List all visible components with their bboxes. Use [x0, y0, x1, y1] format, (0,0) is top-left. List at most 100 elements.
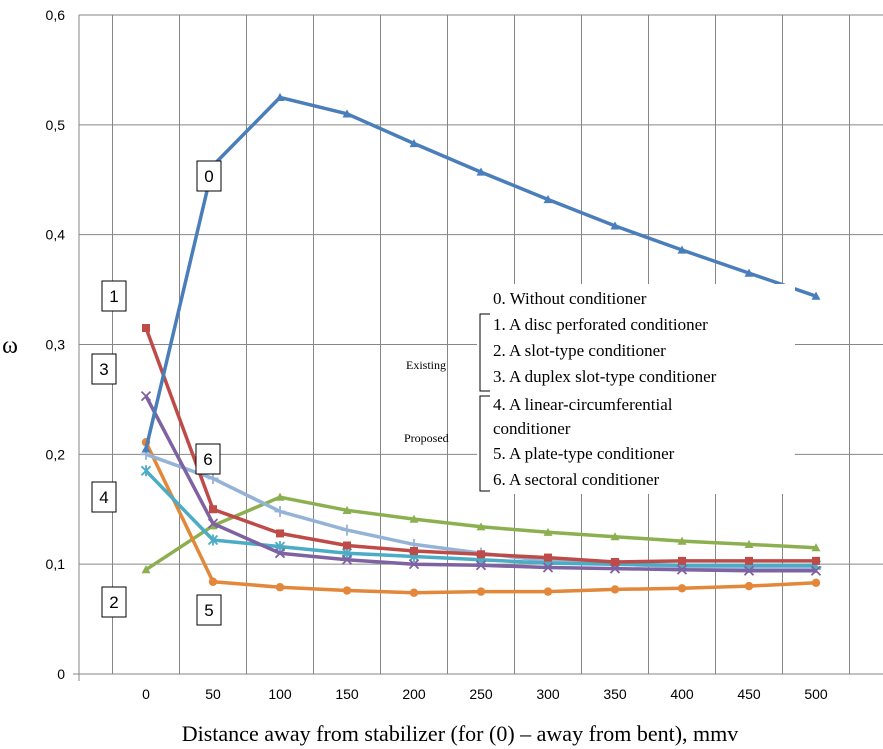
data-point	[207, 518, 219, 529]
data-point	[678, 556, 686, 565]
data-point	[476, 522, 486, 531]
data-point	[410, 546, 418, 555]
data-point	[207, 472, 219, 484]
data-point	[207, 534, 219, 546]
callout-box	[101, 586, 127, 618]
x-tick-label: 100	[268, 686, 292, 702]
data-point	[811, 578, 821, 588]
data-point	[811, 543, 821, 552]
data-point	[542, 562, 554, 573]
data-point	[543, 587, 553, 596]
callout-box	[101, 280, 127, 312]
data-point	[677, 245, 687, 254]
callout-label: 2	[109, 593, 118, 612]
y-tick-label: 0,2	[46, 446, 66, 462]
legend-group-proposed: Proposed	[404, 431, 449, 445]
data-point	[342, 505, 352, 514]
x-tick-label: 150	[335, 686, 359, 702]
data-point	[676, 564, 688, 575]
y-tick-labels: 0 0,1 0,2 0,3 0,4 0,5 0,6	[46, 7, 66, 682]
callout-box	[195, 443, 221, 475]
legend-line: 2. A slot-type conditioner	[493, 341, 666, 360]
legend-bracket-existing	[479, 313, 490, 392]
legend-line: 5. A plate-type conditioner	[493, 444, 675, 463]
legend-line: 0. Without conditioner	[493, 289, 647, 308]
x-tick-label: 250	[469, 686, 493, 702]
data-point	[543, 527, 553, 536]
data-point	[475, 560, 487, 571]
x-tick-label: 0	[142, 686, 150, 702]
callout-box	[91, 353, 117, 385]
y-tick-label: 0,6	[46, 7, 66, 23]
data-point	[543, 195, 553, 204]
data-point	[744, 268, 754, 277]
data-point	[409, 588, 419, 597]
series-callouts: 0 1 2 3 4 5 6	[91, 160, 222, 626]
data-point	[476, 167, 486, 176]
series-5	[141, 438, 821, 597]
x-tick-label: 400	[670, 686, 694, 702]
legend-line: 3. A duplex slot-type conditioner	[493, 367, 717, 386]
callout-label: 1	[109, 287, 118, 306]
callout-label: 4	[99, 488, 108, 507]
legend-group-existing: Existing	[406, 358, 446, 372]
y-tick-label: 0,4	[46, 227, 66, 243]
legend-line: conditioner	[493, 419, 571, 438]
data-point	[140, 465, 152, 477]
data-point	[276, 529, 284, 538]
data-point	[141, 565, 151, 574]
x-tick-label: 500	[804, 686, 828, 702]
data-point	[274, 505, 286, 517]
x-tick-label: 350	[603, 686, 627, 702]
x-tick-labels: 0 50 100 150 200 250 300 350 400 450 500	[142, 686, 828, 702]
series-lines	[140, 92, 822, 597]
data-point	[544, 553, 552, 562]
x-tick-label: 450	[737, 686, 761, 702]
data-point	[408, 559, 420, 570]
data-point	[812, 556, 820, 565]
data-point	[477, 550, 485, 559]
data-point	[810, 565, 822, 576]
data-point	[140, 390, 152, 402]
y-tick-label: 0	[57, 666, 65, 682]
x-tick-label: 300	[536, 686, 560, 702]
callout-label: 6	[203, 450, 212, 469]
legend-line: 1. A disc perforated conditioner	[493, 315, 708, 334]
series-0	[141, 92, 821, 453]
data-point	[275, 492, 285, 501]
y-tick-label: 0,3	[46, 337, 66, 353]
callout-label: 5	[204, 601, 213, 620]
data-point	[677, 536, 687, 545]
y-axis-title: ω	[2, 333, 18, 359]
series-2	[141, 492, 821, 574]
data-point	[274, 548, 286, 559]
data-point	[744, 581, 754, 591]
axes	[73, 15, 883, 681]
callout-box	[91, 481, 117, 513]
data-point	[275, 92, 285, 101]
x-axis-title: Distance away from stabilizer (for (0) –…	[182, 721, 739, 746]
data-point	[610, 585, 620, 594]
data-point	[409, 139, 419, 148]
series-3	[140, 390, 822, 576]
data-point	[208, 577, 218, 586]
data-point	[745, 556, 753, 565]
data-point	[811, 291, 821, 300]
legend-bracket-proposed	[479, 395, 490, 492]
data-point	[409, 514, 419, 523]
data-point	[342, 586, 352, 595]
data-point	[677, 584, 687, 593]
data-point	[744, 539, 754, 548]
callout-label: 0	[204, 167, 213, 186]
legend-line: 4. A linear-circumferential	[493, 395, 673, 414]
legend-box	[477, 284, 795, 494]
x-tick-label: 50	[205, 686, 221, 702]
data-point	[611, 557, 619, 566]
y-tick-label: 0,5	[46, 117, 66, 133]
data-point	[275, 583, 285, 592]
legend: Existing Proposed 0. Without conditioner…	[404, 284, 795, 494]
data-point	[209, 505, 217, 514]
data-point	[142, 324, 150, 333]
series-1	[142, 324, 820, 566]
